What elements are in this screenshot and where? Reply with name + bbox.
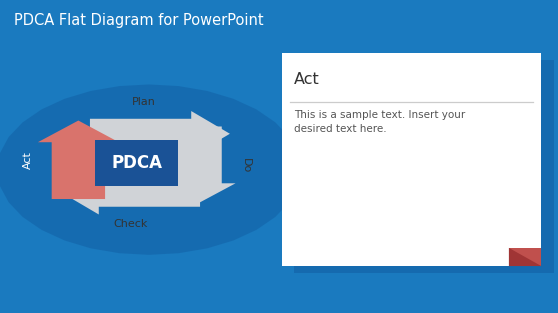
Text: Check: Check [113, 219, 147, 229]
Text: Act: Act [294, 72, 320, 87]
Text: PDCA: PDCA [111, 154, 162, 172]
Text: Plan: Plan [131, 97, 155, 107]
FancyBboxPatch shape [282, 53, 541, 266]
Text: PDCA Flat Diagram for PowerPoint: PDCA Flat Diagram for PowerPoint [14, 13, 263, 28]
Polygon shape [155, 126, 235, 205]
Polygon shape [0, 85, 301, 255]
FancyBboxPatch shape [509, 248, 541, 266]
Text: Act: Act [23, 151, 33, 169]
Text: This is a sample text. Insert your
desired text here.: This is a sample text. Insert your desir… [294, 110, 465, 134]
Polygon shape [294, 60, 554, 273]
Polygon shape [509, 248, 541, 266]
Text: Do: Do [240, 158, 251, 173]
Polygon shape [90, 111, 230, 156]
Polygon shape [60, 169, 200, 214]
FancyBboxPatch shape [95, 140, 178, 186]
Polygon shape [38, 121, 119, 199]
